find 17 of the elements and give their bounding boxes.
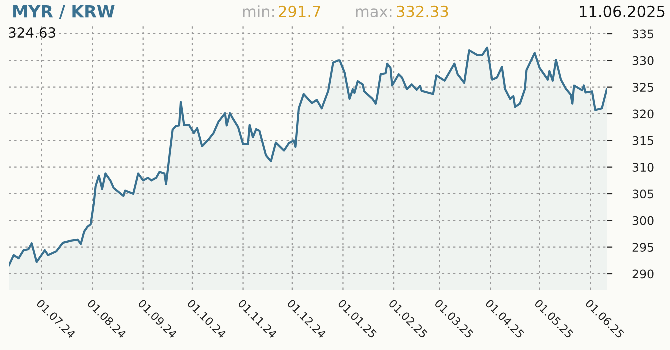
y-tick-label: 290 xyxy=(632,270,654,279)
y-tick-label: 325 xyxy=(632,83,654,92)
y-tick-label: 300 xyxy=(632,216,654,226)
y-tick-label: 330 xyxy=(632,56,654,66)
y-tick-label: 320 xyxy=(632,110,654,119)
text: 11.06.2025 xyxy=(580,6,665,18)
y-tick-label: 310 xyxy=(632,163,654,172)
text: 332.33 xyxy=(397,6,448,18)
annotation: 324.63 xyxy=(9,28,56,38)
text: max: xyxy=(356,8,392,18)
y-tick-label: 305 xyxy=(632,190,654,199)
y-tick-label: 315 xyxy=(632,136,654,146)
chart-title: MYR / KRW xyxy=(14,5,115,20)
text: 291.7 xyxy=(279,6,320,18)
text: min: xyxy=(243,6,274,18)
y-tick-label: 295 xyxy=(632,243,654,252)
y-tick-label: 335 xyxy=(632,30,654,39)
